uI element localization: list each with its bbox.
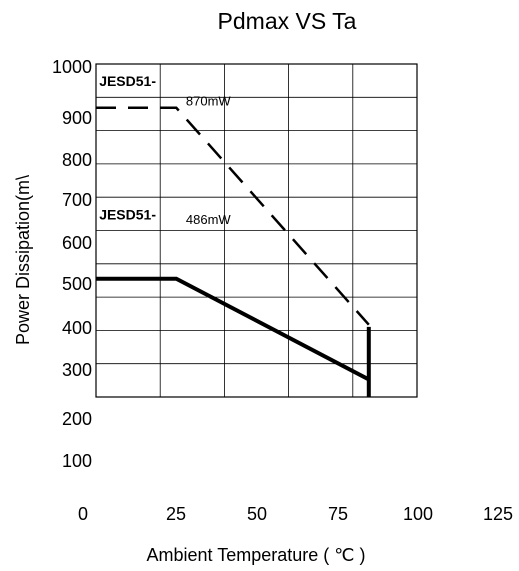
y-tick-label: 100 (62, 451, 92, 471)
x-axis-ticks: 0 25 50 75 100 125 (78, 504, 513, 524)
y-tick-label: 300 (62, 360, 92, 380)
chart-title: Pdmax VS Ta (218, 8, 357, 34)
y-tick-label: 900 (62, 108, 92, 128)
y-axis-ticks: 1000 900 800 700 600 500 400 300 200 100 (52, 57, 92, 471)
x-axis-label: Ambient Temperature ( ℃ ) (147, 545, 366, 565)
y-tick-label: 500 (62, 274, 92, 294)
x-tick-label: 25 (166, 504, 186, 524)
y-tick-label: 400 (62, 318, 92, 338)
annotation-label: JESD51- (99, 73, 156, 89)
x-tick-label: 0 (78, 504, 88, 524)
x-tick-label: 100 (403, 504, 433, 524)
annotation-label: JESD51- (99, 207, 156, 223)
annotation-label: 486mW (186, 212, 232, 227)
y-tick-label: 800 (62, 150, 92, 170)
x-tick-label: 50 (247, 504, 267, 524)
y-tick-label: 200 (62, 409, 92, 429)
grid (95, 63, 418, 398)
y-tick-label: 700 (62, 190, 92, 210)
annotations: JESD51- 870mW JESD51- 486mW (99, 73, 231, 227)
y-axis-label: Power Dissipation(m\ (13, 175, 33, 345)
y-tick-label: 600 (62, 233, 92, 253)
series-group (96, 106, 371, 397)
annotation-label: 870mW (186, 94, 232, 109)
x-tick-label: 125 (483, 504, 513, 524)
series-dashed-line (96, 106, 370, 326)
series-solid-line (96, 276, 371, 397)
x-tick-label: 75 (328, 504, 348, 524)
y-tick-label: 1000 (52, 57, 92, 77)
